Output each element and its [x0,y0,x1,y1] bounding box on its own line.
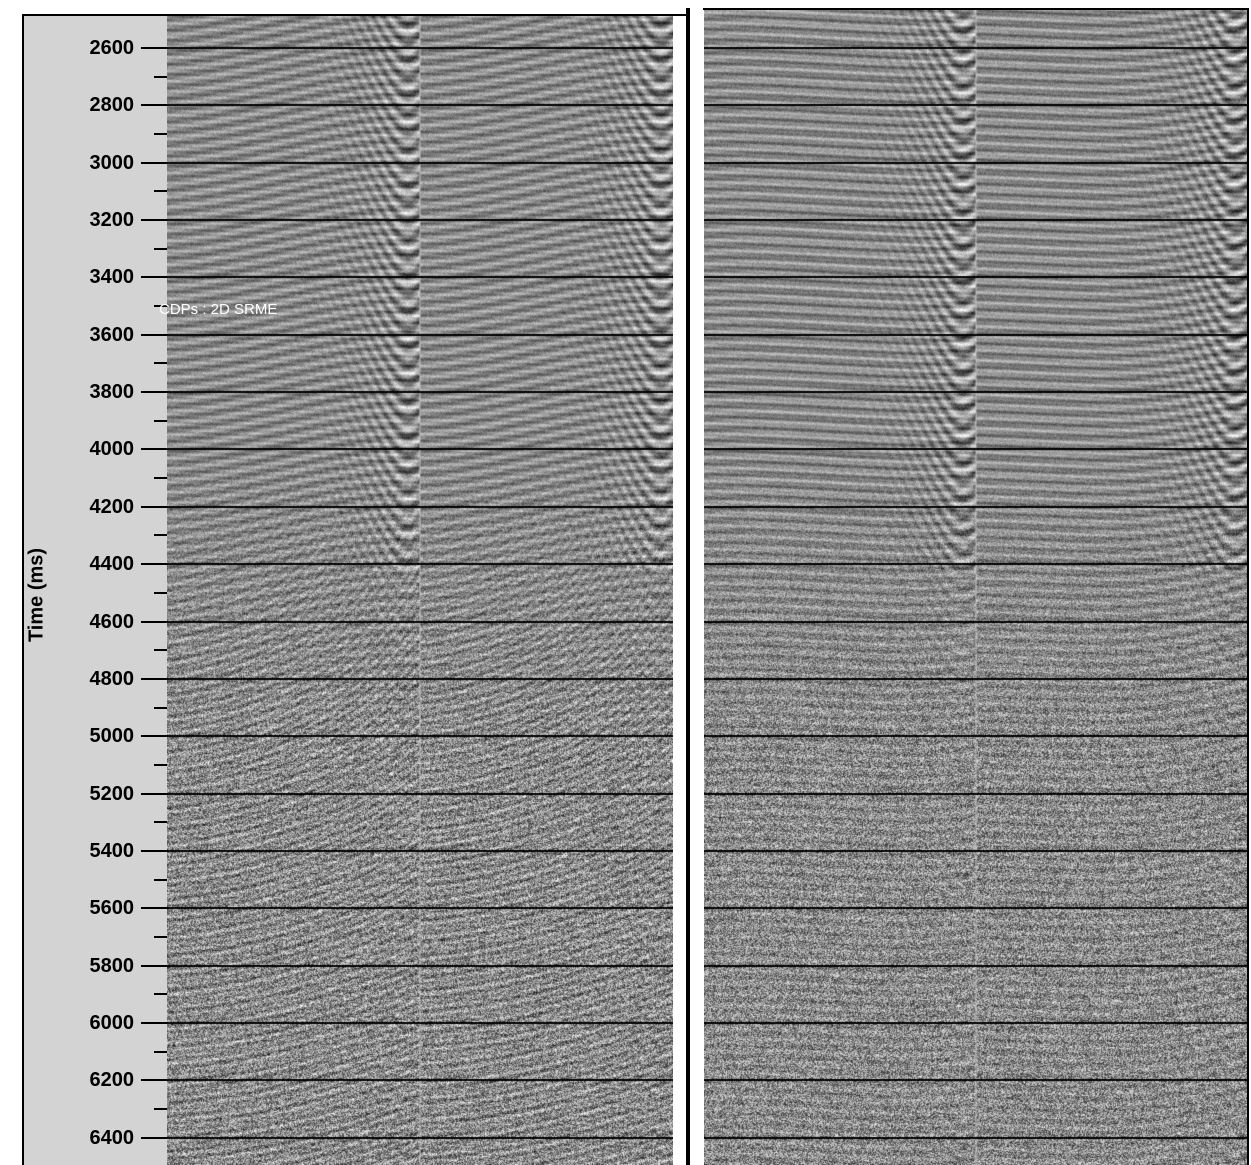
right-seismic-canvas [704,10,1247,1165]
tick-label: 3600 [89,323,135,346]
frame-border-top-left [22,14,686,16]
minor-tick [154,706,167,709]
minor-tick [154,362,167,365]
minor-tick [154,649,167,652]
major-tick [141,276,167,279]
minor-tick [154,305,167,308]
minor-tick [154,75,167,78]
tick-label: 4400 [89,553,135,576]
minor-tick [154,591,167,594]
tick-label: 4800 [89,667,135,690]
major-tick [141,1021,167,1024]
tick-label: 2600 [89,37,135,59]
major-tick [141,505,167,508]
time-axis-panel [24,16,167,1165]
major-tick [141,219,167,222]
tick-label: 5000 [89,725,135,748]
major-tick [141,964,167,967]
minor-tick [154,1050,167,1053]
tick-label: 6000 [89,1011,135,1034]
tick-label: 3200 [89,209,135,232]
major-tick [141,792,167,795]
minor-tick [154,763,167,766]
frame-border-right [1247,8,1249,1165]
left-seismic-panel [167,16,673,1165]
major-tick [141,161,167,164]
left-seismic-canvas [167,16,673,1165]
major-tick [141,677,167,680]
minor-tick [154,190,167,193]
right-seismic-panel [704,10,1247,1165]
minor-tick [154,878,167,881]
major-tick [141,333,167,336]
major-tick [141,1136,167,1139]
overlay-label: CDPs : 2D SRME [159,301,278,318]
tick-label: 5600 [89,897,135,920]
minor-tick [154,133,167,136]
major-tick [141,391,167,394]
tick-label: 6200 [89,1069,135,1092]
major-tick [141,1079,167,1082]
tick-label: 4200 [89,495,135,518]
tick-label: 5400 [89,839,135,862]
major-tick [141,849,167,852]
minor-tick [154,534,167,537]
major-tick [141,620,167,623]
minor-tick [154,247,167,250]
major-tick [141,907,167,910]
tick-label: 2800 [89,94,135,117]
tick-label: 3400 [89,266,135,289]
major-tick [141,735,167,738]
tick-label: 3800 [89,381,135,404]
tick-label: 4000 [89,438,135,461]
minor-tick [154,935,167,938]
minor-tick [154,1107,167,1110]
frame-divider [686,8,690,1165]
minor-tick [154,993,167,996]
major-tick [141,563,167,566]
frame-border-left [22,14,24,1165]
tick-label: 3000 [89,151,135,174]
tick-label: 4600 [89,610,135,633]
minor-tick [154,419,167,422]
tick-label: 5200 [89,782,135,805]
major-tick [141,104,167,107]
major-tick [141,448,167,451]
tick-label: 6400 [89,1126,135,1149]
tick-label: 5800 [89,954,135,977]
minor-tick [154,477,167,480]
frame-border-top-right [703,8,1247,10]
minor-tick [154,821,167,824]
major-tick [141,47,167,49]
